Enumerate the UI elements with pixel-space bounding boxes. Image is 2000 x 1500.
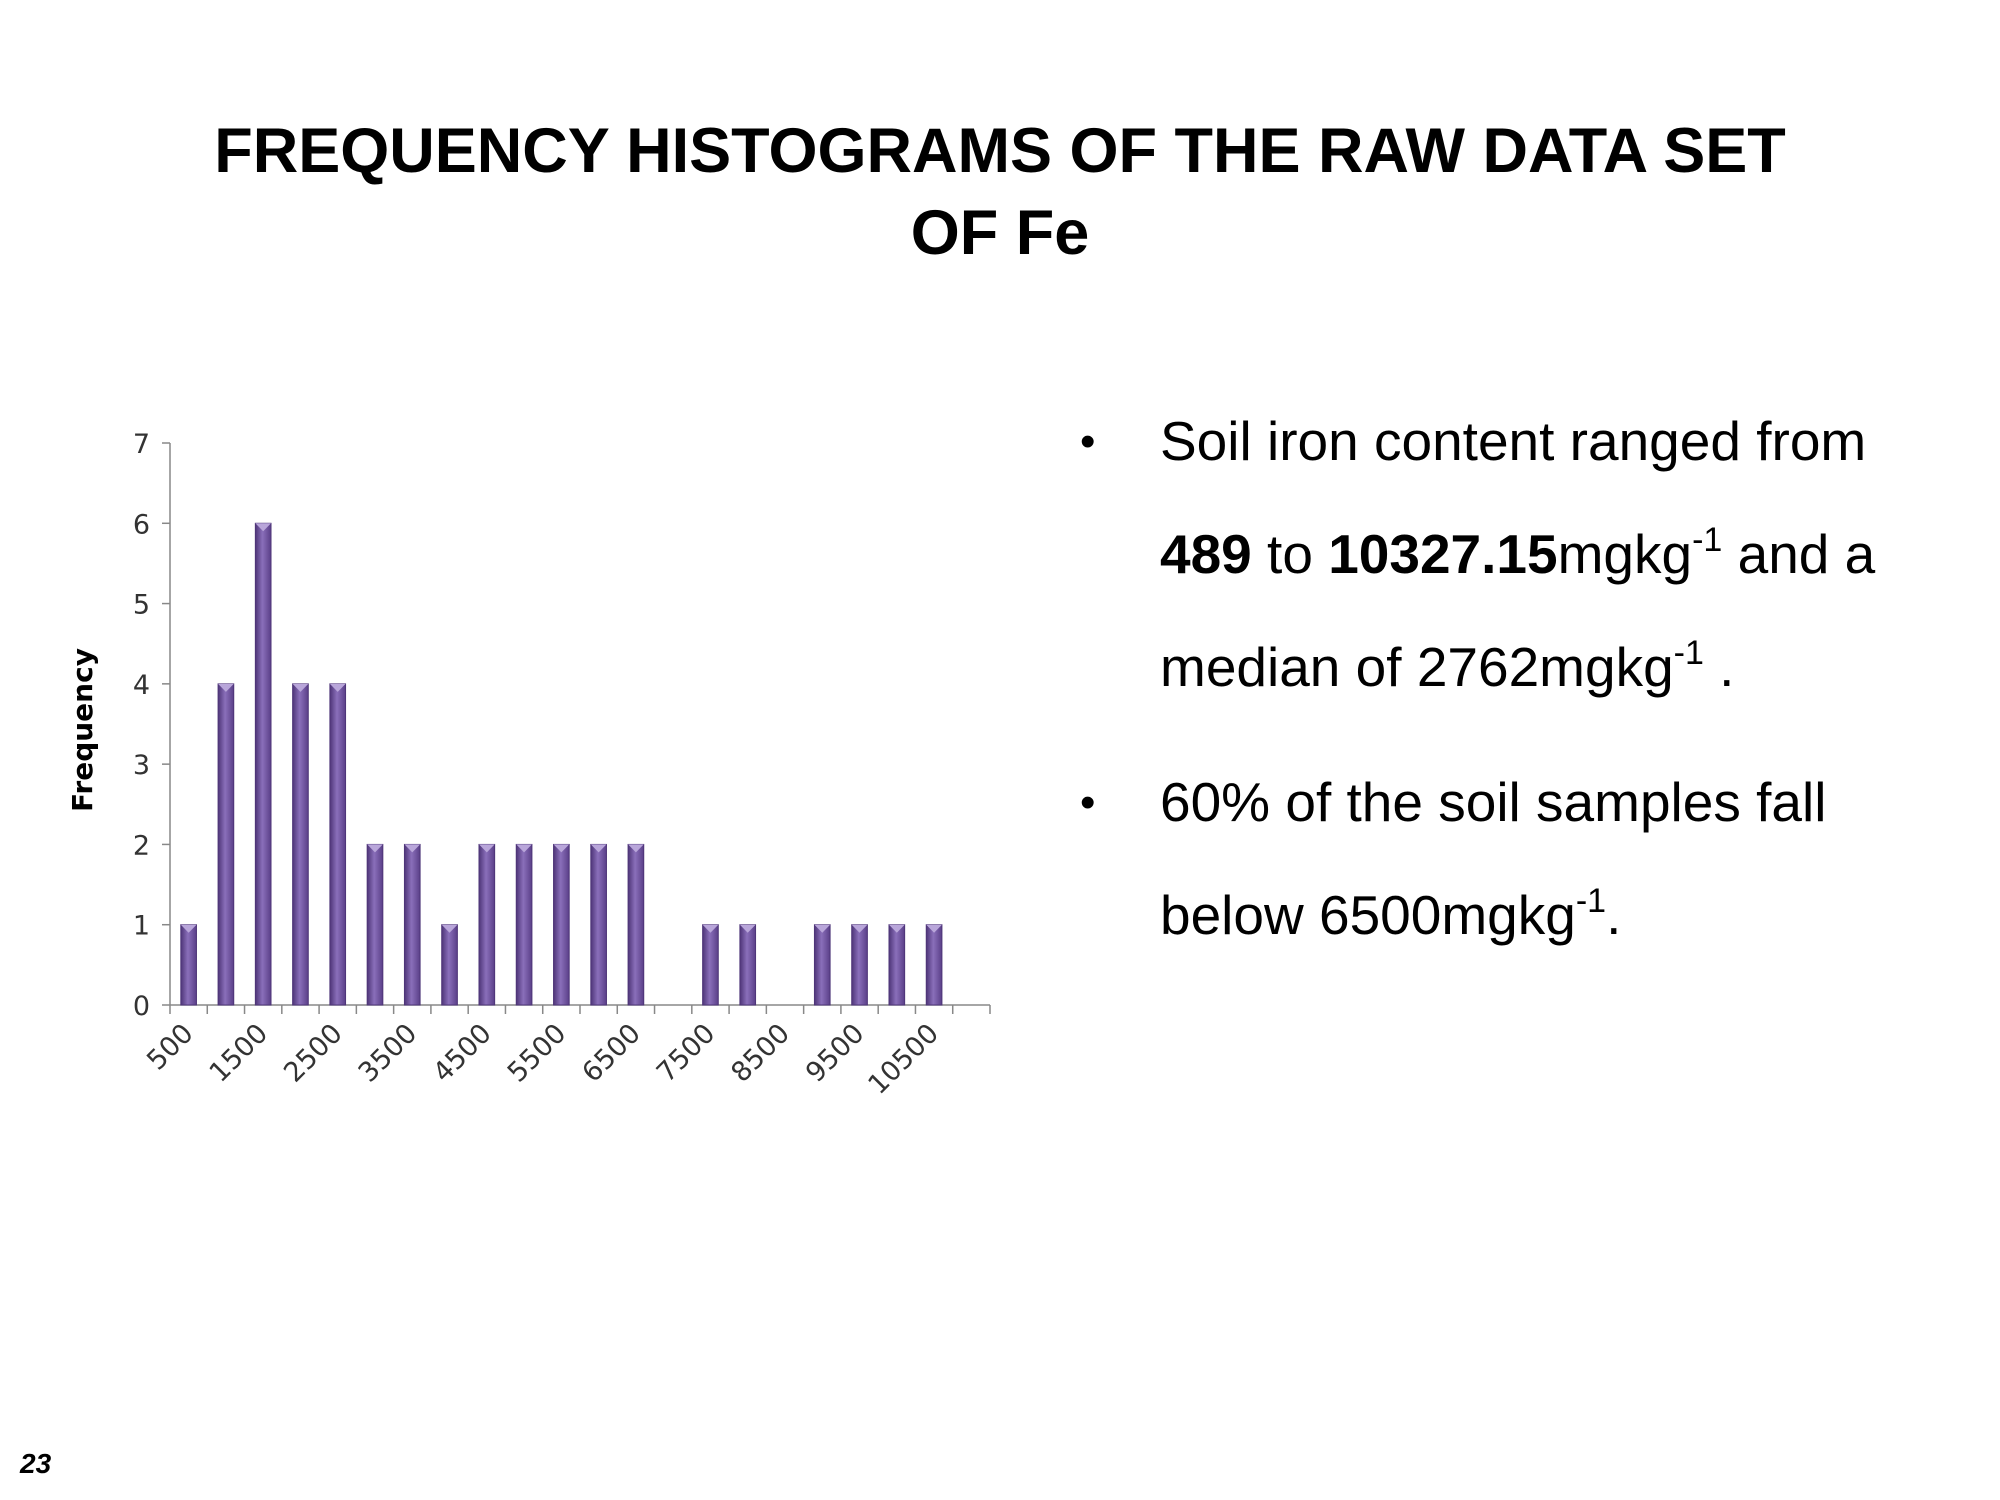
unit-text: mgkg xyxy=(1557,523,1693,585)
bar-top-bevel xyxy=(628,844,644,853)
bar-top-bevel xyxy=(329,683,346,692)
y-tick-label: 5 xyxy=(133,590,150,621)
bar-top-bevel xyxy=(367,844,383,853)
y-tick-label: 2 xyxy=(133,830,150,861)
x-tick-label: 2500 xyxy=(278,1018,349,1089)
bullet-text: Soil iron content ranged from xyxy=(1160,410,1867,472)
y-axis-title: Frequency xyxy=(66,648,99,812)
histogram-bar xyxy=(590,843,607,1006)
histogram-bar xyxy=(403,843,421,1006)
bar-top-bevel xyxy=(851,924,868,933)
bullet-text: . xyxy=(1606,884,1622,946)
histogram-bar xyxy=(366,843,384,1006)
min-value: 489 xyxy=(1160,523,1252,585)
histogram-bar xyxy=(739,924,757,1006)
y-tick-label: 6 xyxy=(133,509,150,540)
x-tick-label: 9500 xyxy=(800,1018,871,1089)
slide-title: FREQUENCY HISTOGRAMS OF THE RAW DATA SET… xyxy=(100,110,1900,274)
y-tick-label: 3 xyxy=(133,750,150,781)
bar-top-bevel xyxy=(218,683,234,692)
x-tick-label: 500 xyxy=(141,1018,199,1076)
unit-superscript: -1 xyxy=(1575,882,1607,920)
bar-top-bevel xyxy=(739,924,756,933)
x-tick-label: 4500 xyxy=(427,1018,498,1089)
x-tick-label: 6500 xyxy=(576,1018,647,1089)
bar-top-bevel xyxy=(888,924,905,933)
histogram-bar xyxy=(925,924,943,1006)
bar-top-bevel xyxy=(441,924,458,933)
slide-title-line-2: OF Fe xyxy=(910,198,1090,268)
bullet-text: 60% of the soil samples fall below 6500m… xyxy=(1160,771,1827,946)
slide-title-line-1: FREQUENCY HISTOGRAMS OF THE RAW DATA SET xyxy=(214,116,1786,186)
bullet-dot: • xyxy=(1080,417,1096,466)
histogram-bar xyxy=(217,683,235,1006)
y-tick-label: 7 xyxy=(133,429,150,460)
bullet-text: and a median of 2762mgkg xyxy=(1160,523,1876,698)
histogram-bar xyxy=(888,924,906,1006)
histogram-bar xyxy=(851,924,868,1006)
histogram-bar xyxy=(478,843,496,1006)
bar-top-bevel xyxy=(553,844,570,853)
x-tick-label: 10500 xyxy=(862,1018,945,1101)
histogram-bar xyxy=(180,924,197,1006)
unit-superscript: -1 xyxy=(1692,521,1723,559)
bullet-dot: • xyxy=(1080,778,1096,827)
histogram-bar xyxy=(441,924,458,1006)
bar-top-bevel xyxy=(516,844,532,853)
unit-superscript: -1 xyxy=(1673,634,1704,672)
x-tick-label: 8500 xyxy=(725,1018,796,1089)
bar-top-bevel xyxy=(404,844,421,853)
y-tick-label: 1 xyxy=(133,911,150,942)
x-tick-label: 7500 xyxy=(651,1018,722,1089)
histogram-bar xyxy=(702,924,719,1006)
bullet-list: • Soil iron content ranged from 489 to 1… xyxy=(1070,385,1950,972)
bullet-item-iron-range: • Soil iron content ranged from 489 to 1… xyxy=(1070,385,1950,724)
bar-top-bevel xyxy=(478,844,495,853)
bar-top-bevel xyxy=(180,924,197,933)
bullet-text: to xyxy=(1251,523,1329,585)
histogram-bar xyxy=(553,843,570,1006)
histogram-bar xyxy=(254,522,272,1006)
page-number: 23 xyxy=(20,1448,52,1479)
bar-top-bevel xyxy=(590,844,607,853)
y-tick-label: 4 xyxy=(133,670,150,701)
x-tick-label: 5500 xyxy=(502,1018,573,1089)
x-tick-label: 1500 xyxy=(204,1018,275,1089)
bar-top-bevel xyxy=(926,924,942,933)
bar-top-bevel xyxy=(814,924,831,933)
x-tick-label: 3500 xyxy=(353,1018,424,1089)
bar-top-bevel xyxy=(702,924,719,933)
histogram-bar xyxy=(292,683,309,1006)
histogram-bar xyxy=(813,924,831,1006)
bullet-text: . xyxy=(1703,636,1735,698)
histogram-bar xyxy=(329,683,347,1006)
y-tick-label: 0 xyxy=(133,991,150,1022)
bar-top-bevel xyxy=(292,683,309,692)
max-value: 10327.15 xyxy=(1328,523,1558,585)
bar-top-bevel xyxy=(255,523,272,532)
histogram-bar xyxy=(515,843,533,1006)
bullet-item-samples: • 60% of the soil samples fall below 650… xyxy=(1070,746,1950,972)
histogram-bar xyxy=(627,843,645,1006)
